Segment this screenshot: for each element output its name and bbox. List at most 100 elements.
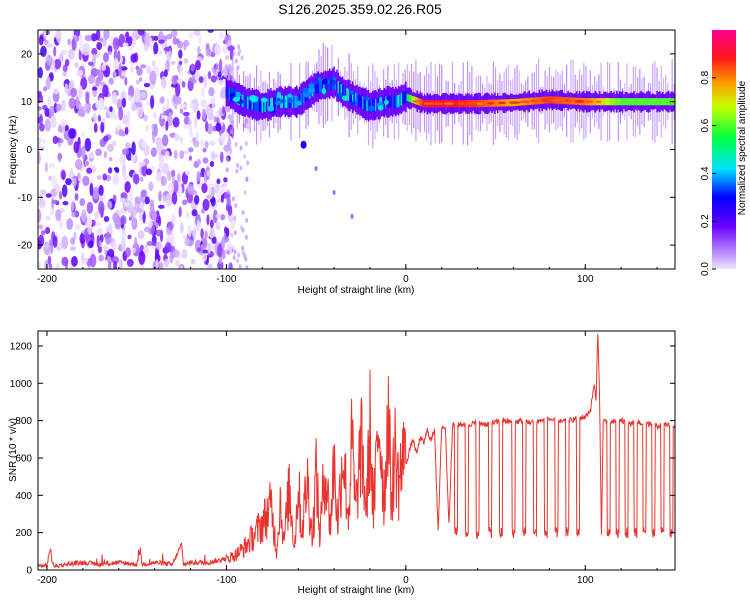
noise-speckle <box>199 139 205 147</box>
noise-speckle <box>107 143 114 153</box>
noise-speckle <box>103 215 110 222</box>
noise-speckle <box>91 219 96 227</box>
noise-speckle <box>54 58 62 70</box>
noise-speckle <box>154 123 158 137</box>
noise-speckle <box>70 200 75 212</box>
noise-speckle <box>181 199 188 206</box>
noise-speckle <box>160 176 168 187</box>
noise-speckle <box>165 150 170 160</box>
noise-speckle <box>244 141 248 147</box>
noise-speckle <box>108 77 115 85</box>
noise-speckle <box>236 258 240 264</box>
noise-speckle <box>71 255 78 267</box>
noise-speckle <box>55 262 60 269</box>
noise-speckle <box>117 50 121 63</box>
signal-blob <box>267 105 275 112</box>
noise-speckle <box>183 58 189 64</box>
signal-peak <box>564 99 572 103</box>
noise-speckle <box>193 140 200 148</box>
noise-speckle <box>102 244 109 251</box>
noise-speckle <box>234 58 238 64</box>
signal-blob <box>331 79 336 86</box>
noise-speckle <box>91 47 98 56</box>
noise-speckle <box>158 190 162 202</box>
y-tick-label: -10 <box>18 193 33 204</box>
noise-speckle <box>223 177 228 183</box>
signal-blob <box>276 91 282 99</box>
noise-speckle <box>217 260 224 269</box>
noise-speckle <box>210 196 216 207</box>
signal-blob <box>304 91 311 98</box>
noise-speckle <box>84 138 92 152</box>
noise-speckle <box>131 247 136 254</box>
noise-speckle <box>165 120 169 131</box>
noise-speckle <box>171 75 178 86</box>
noise-speckle <box>38 66 43 79</box>
noise-speckle <box>70 167 74 178</box>
noise-speckle <box>190 63 195 72</box>
x-tick-label: 0 <box>403 575 409 586</box>
noise-speckle <box>112 37 120 51</box>
noise-speckle <box>211 153 219 159</box>
noise-speckle <box>205 48 212 57</box>
noise-speckle <box>43 86 48 92</box>
noise-speckle <box>125 142 131 149</box>
signal-blob <box>229 93 235 99</box>
noise-speckle <box>181 81 186 88</box>
noise-speckle <box>227 45 235 52</box>
noise-speckle <box>180 221 184 234</box>
signal-blob <box>321 87 327 95</box>
noise-speckle <box>182 234 187 239</box>
noise-speckle <box>218 31 224 40</box>
noise-speckle <box>131 103 137 112</box>
noise-speckle <box>218 79 225 86</box>
noise-speckle <box>171 169 176 178</box>
noise-speckle <box>203 74 208 89</box>
noise-speckle <box>161 114 166 120</box>
x-tick-label: -200 <box>37 575 57 586</box>
noise-speckle <box>68 81 74 91</box>
noise-speckle <box>210 186 215 198</box>
noise-speckle <box>126 110 131 124</box>
noise-speckle <box>48 162 56 169</box>
noise-speckle <box>44 260 49 269</box>
noise-speckle <box>39 189 47 196</box>
noise-speckle <box>237 44 241 50</box>
signal-peak <box>457 102 465 105</box>
noise-speckle <box>235 168 239 174</box>
noise-speckle <box>178 206 182 218</box>
noise-speckle <box>208 140 216 146</box>
noise-speckle <box>217 71 222 78</box>
noise-speckle <box>224 132 230 138</box>
noise-speckle <box>134 196 140 204</box>
page-title: S126.2025.359.02.26.R05 <box>278 1 442 17</box>
noise-speckle <box>234 203 238 209</box>
noise-speckle <box>243 190 247 196</box>
noise-speckle <box>61 184 68 198</box>
noise-speckle <box>148 219 153 229</box>
noise-speckle <box>44 39 49 45</box>
noise-speckle <box>152 112 157 119</box>
noise-speckle <box>212 209 218 224</box>
noise-speckle <box>190 258 196 265</box>
noise-speckle <box>184 237 190 247</box>
colorbar-tick-label: 0.2 <box>700 214 711 228</box>
noise-speckle <box>159 261 164 269</box>
noise-speckle <box>152 60 156 67</box>
noise-speckle <box>204 140 209 149</box>
noise-speckle <box>82 175 90 187</box>
noise-speckle <box>112 240 117 251</box>
noise-speckle <box>197 247 201 253</box>
y-tick-label: 10 <box>21 97 33 108</box>
noise-speckle <box>95 148 103 156</box>
noise-speckle <box>96 227 104 236</box>
noise-speckle <box>52 235 58 248</box>
secondary-branch-blob <box>332 190 336 196</box>
noise-speckle <box>245 265 249 269</box>
spectrogram-data <box>38 30 675 269</box>
y-tick-label: 600 <box>15 453 32 464</box>
noise-speckle <box>189 102 195 110</box>
